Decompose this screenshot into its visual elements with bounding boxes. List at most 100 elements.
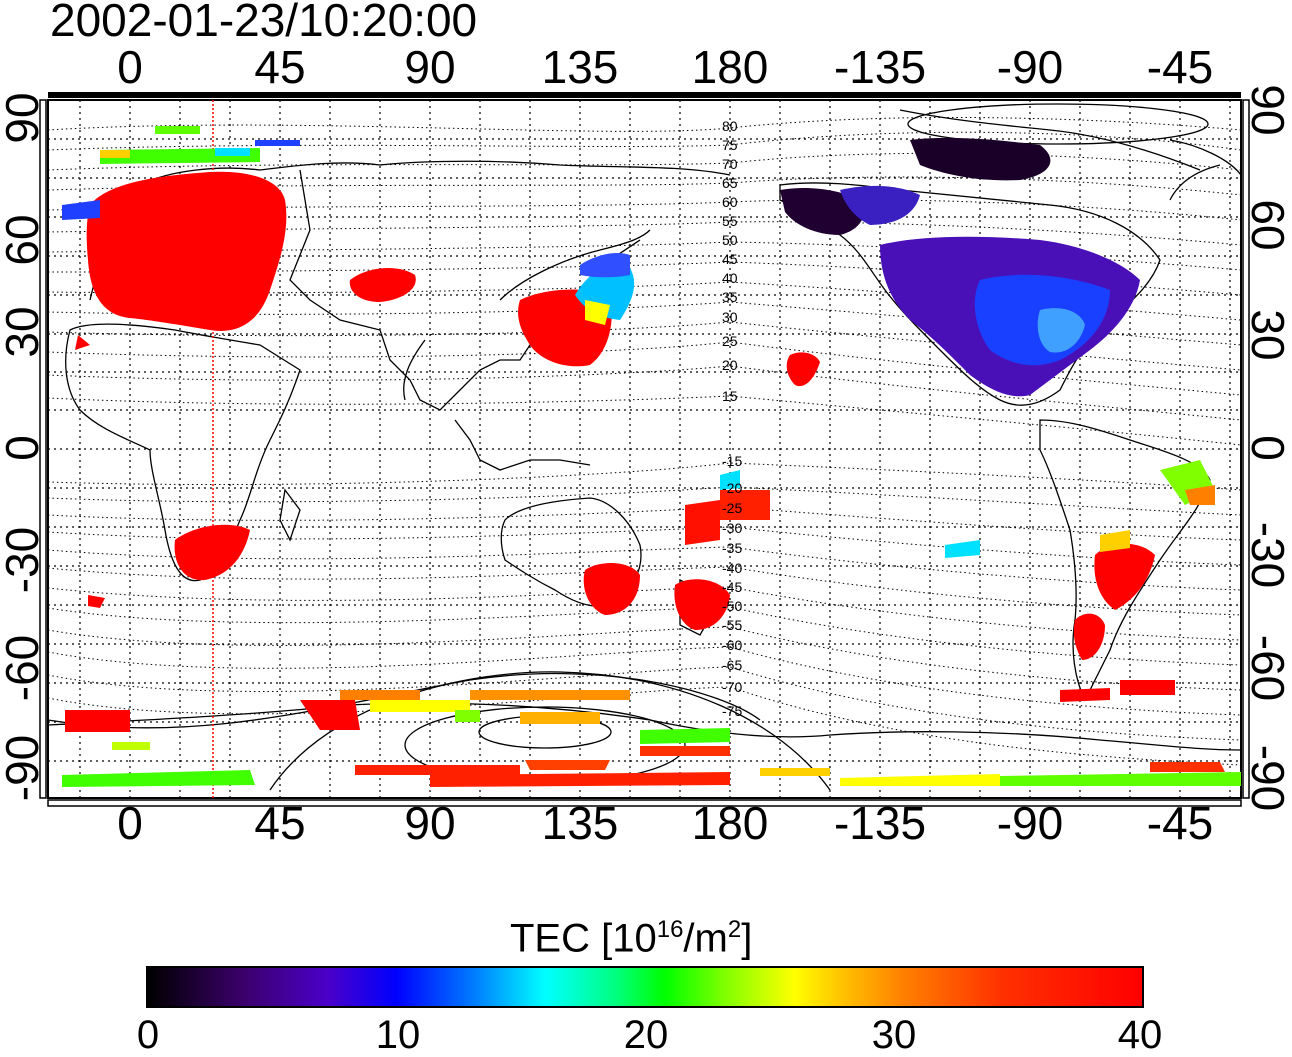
top-lon-label: 180	[691, 41, 769, 93]
colorbar-label-unit-exponent: 2	[727, 916, 742, 943]
top-lon-label: -135	[833, 41, 927, 93]
bottom-lon-label: -90	[996, 797, 1064, 849]
mlat-label: -70	[722, 679, 742, 695]
tec-patch-pacific-south	[720, 490, 770, 520]
mlat-label: -65	[722, 657, 742, 673]
mlat-label: 65	[722, 175, 738, 191]
mlat-label: 15	[722, 388, 738, 404]
mlat-label: -30	[722, 520, 742, 536]
top-lon-label: 90	[404, 41, 456, 93]
tec-patch-japan-south	[585, 300, 610, 325]
tec-patch-new-zealand	[674, 579, 730, 630]
mlat-label: -60	[722, 637, 742, 653]
tec-patch-southern-ocean-10	[112, 742, 150, 750]
mlat-label: 60	[722, 194, 738, 210]
tec-patch-asia	[349, 268, 416, 302]
colorbar-tick: 10	[375, 1013, 421, 1057]
colorbar-tick: 30	[871, 1013, 917, 1057]
tec-patch-arctic-4	[215, 148, 250, 156]
tec-strip-antarctic	[355, 765, 520, 775]
tec-patch-arctic-3	[100, 150, 130, 158]
tec-patch-canada-arctic	[910, 137, 1051, 181]
tec-strip-antarctic-east	[840, 774, 1000, 786]
mlat-label: 75	[722, 137, 738, 153]
top-lon-label: 0	[117, 41, 143, 93]
mlat-label: 50	[722, 232, 738, 248]
tec-patch-hawaii	[786, 352, 820, 387]
tec-patch-alaska	[780, 188, 864, 235]
tec-strip-antarctic-small	[525, 760, 610, 770]
tec-patch-arctic-6	[62, 200, 100, 220]
tec-patch-southern-ocean-4	[455, 710, 480, 722]
tec-patch-melanesia	[685, 500, 720, 545]
tec-patch-australia	[583, 563, 640, 615]
mlat-label: -35	[722, 540, 742, 556]
tec-patch-brazil-east	[1185, 485, 1215, 505]
mlat-label: 80	[722, 118, 738, 134]
top-lon-label: -90	[996, 41, 1064, 93]
mlat-label: -50	[722, 598, 742, 614]
mlat-label: -45	[722, 579, 742, 595]
tec-strip-antarctic-red	[1150, 762, 1225, 772]
tec-patch-patagonia	[1073, 613, 1105, 660]
top-lon-label: -45	[1146, 41, 1214, 93]
tec-patch-argentina	[1094, 543, 1155, 610]
tec-patch-southern-ocean-8	[300, 700, 360, 730]
mlat-label: -20	[722, 480, 742, 496]
tec-patch-south-atlantic	[88, 595, 105, 608]
bottom-lon-label: 180	[691, 797, 769, 849]
mlat-label: -40	[722, 560, 742, 576]
mlat-label: 30	[722, 309, 738, 325]
tec-strip-antarctic-far-east	[1000, 772, 1241, 786]
tec-patch-arctic-1	[155, 126, 200, 134]
tec-strip-antarctic-mid	[430, 772, 730, 787]
bottom-lon-label: -135	[833, 797, 927, 849]
top-frame-bar	[48, 92, 1241, 98]
bottom-lon-label: -45	[1146, 797, 1214, 849]
mlat-label: 20	[722, 357, 738, 373]
tec-patch-arctic-5	[255, 140, 300, 146]
tec-patch-drake	[1060, 688, 1110, 702]
tec-patch-southern-ocean-6	[640, 728, 730, 744]
colorbar-label: TEC [1016/m2]	[510, 908, 752, 960]
mlat-label: 45	[722, 251, 738, 267]
right-frame-bar	[1242, 99, 1250, 799]
tec-patch-southern-ocean-1	[340, 690, 420, 700]
tec-patch-canada-west	[840, 185, 920, 225]
bottom-frame-bar	[47, 799, 1242, 807]
tec-patch-southern-ocean-3	[470, 690, 630, 700]
tec-patch-southern-ocean-7	[640, 746, 730, 756]
tec-strip-antarctic-west	[62, 770, 255, 787]
colorbar-tick: 20	[623, 1013, 669, 1057]
top-lon-label: 45	[254, 41, 306, 93]
tec-patch-equatorial-pacific	[720, 470, 740, 490]
tec-strip-antarctic-yellow	[760, 768, 830, 776]
bottom-lon-label: 0	[117, 797, 143, 849]
mlat-label: 70	[722, 156, 738, 172]
map-title: 2002-01-23/10:20:00	[50, 0, 478, 46]
tec-patch-southern-ocean-9	[65, 710, 130, 732]
mlat-label: -55	[722, 617, 742, 633]
mlat-label: -15	[722, 453, 742, 469]
tec-patch-japan-north	[580, 253, 630, 278]
tec-patch-southern-ocean-5	[520, 712, 600, 724]
tec-patch-drake-east	[1120, 680, 1175, 695]
tec-patch-south-pacific	[945, 540, 980, 558]
tec-patch-usa-southeast	[1037, 308, 1085, 353]
bottom-lon-label: 45	[254, 797, 306, 849]
left-frame-bar	[39, 99, 47, 799]
colorbar-tick: 0	[136, 1013, 160, 1057]
tec-colorbar	[146, 966, 1144, 1008]
mlat-label: 40	[722, 270, 738, 286]
mlat-label: -75	[722, 703, 742, 719]
bottom-lon-label: 90	[404, 797, 456, 849]
colorbar-label-close: ]	[741, 916, 753, 961]
mlat-label: 55	[722, 213, 738, 229]
bottom-lon-label: 135	[541, 797, 619, 849]
magnetic-latitude-labels: 80 75 70 65 60 55 50 45 40 35 30 25 20 1…	[722, 118, 742, 719]
mlat-label: 35	[722, 289, 738, 305]
mlat-label: 25	[722, 333, 738, 349]
colorbar-label-unit: /m	[683, 916, 728, 961]
tec-data	[62, 126, 1241, 787]
